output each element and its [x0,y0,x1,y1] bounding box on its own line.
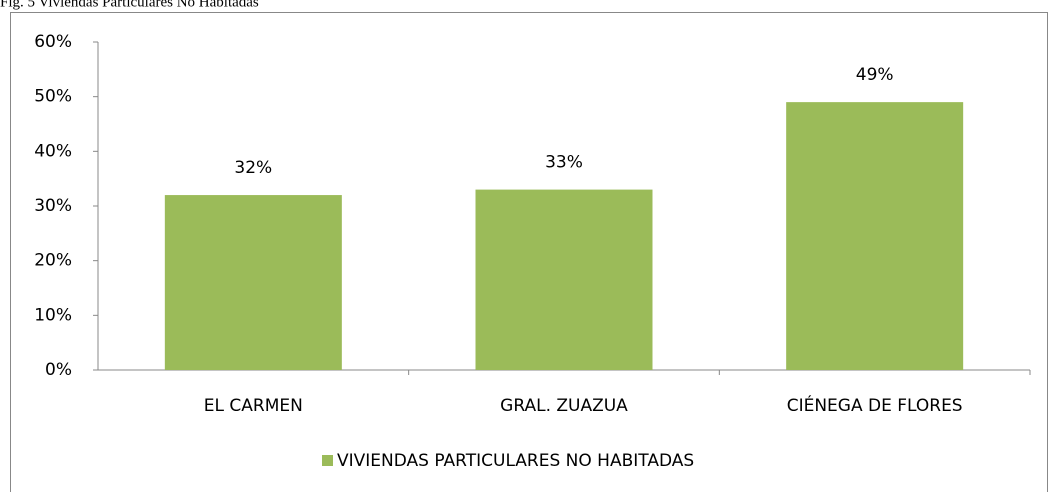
legend-label: VIVIENDAS PARTICULARES NO HABITADAS [337,451,694,471]
y-tick-label: 30% [34,196,72,216]
x-tick-label: GRAL. ZUAZUA [500,396,628,416]
y-tick-label: 20% [34,251,72,271]
x-tick-label: EL CARMEN [204,396,303,416]
bar [164,195,342,370]
y-tick-label: 50% [34,87,72,107]
chart-border [10,12,1048,492]
bar [786,102,964,370]
data-label: 49% [856,65,894,85]
y-tick-label: 0% [45,360,72,380]
data-label: 32% [234,158,272,178]
y-tick-label: 40% [34,141,72,161]
y-tick-label: 60% [34,32,72,52]
x-tick-label: CIÉNEGA DE FLORES [787,394,963,416]
bar [475,189,653,370]
legend-swatch [322,455,333,466]
caption: Fig. 5 Viviendas Particulares No Habitad… [0,0,259,10]
y-tick-label: 10% [34,305,72,325]
data-label: 33% [545,153,583,173]
